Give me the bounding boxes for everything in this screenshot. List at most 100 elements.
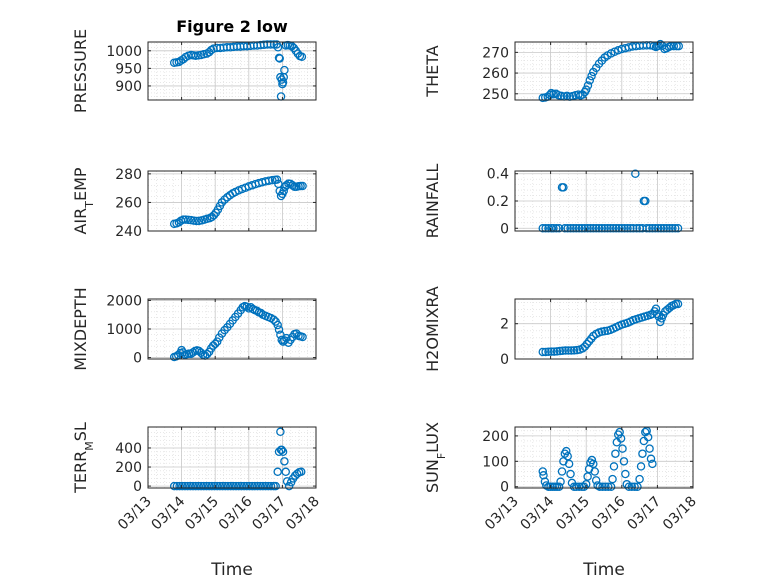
data-point [555,346,565,356]
data-point [192,216,201,226]
data-point [202,481,211,491]
data-point [651,304,661,313]
y-tick-label: 260 [482,66,509,82]
data-point [611,224,621,233]
data-point [589,224,598,233]
data-point [549,224,558,233]
data-point [218,481,227,491]
data-point [298,332,307,342]
data-point [566,346,576,355]
y-axis-label: RAINFALL [423,164,442,239]
data-point [591,476,601,485]
y-axis-label: THETA [423,45,442,97]
y-tick-label: 240 [115,224,142,240]
data-point [674,41,684,51]
data-point [277,445,286,455]
data-point [636,462,646,471]
data-point [583,472,592,481]
data-point [221,481,230,491]
data-point [273,43,283,52]
data-point [261,481,270,491]
data-point [275,54,284,63]
subplot-h2omixra: 0 2 H2OMIXRA [423,286,694,372]
y-tick-label: 2000 [106,293,142,309]
y-tick-label: 0 [500,221,509,237]
data-point [231,481,241,491]
y-tick-label: 1000 [106,322,142,338]
data-point [220,325,229,335]
data-point [557,467,567,476]
y-tick-label: 1000 [106,44,142,60]
data-point [229,481,238,491]
data-point [183,481,192,491]
data-point [250,481,260,491]
data-point [569,224,578,233]
data-point [653,224,663,233]
data-point [641,196,650,206]
axes-box [514,426,694,489]
data-point [627,482,637,491]
data-point [630,482,639,491]
data-point [561,346,570,355]
data-point [606,482,616,491]
y-tick-label: 400 [115,441,142,457]
data-point [181,215,190,224]
data-point [212,337,222,346]
data-point [258,481,268,491]
data-point [606,224,615,233]
y-tick-label: 200 [115,460,142,476]
data-point [665,224,674,233]
data-point [554,224,564,233]
y-axis-label: TERRMSL [71,422,96,494]
y-tick-label: 0 [133,351,142,367]
data-point [196,481,206,491]
y-tick-label: 200 [482,429,509,445]
x-axis-label: Time [582,560,625,580]
data-point [297,52,307,62]
data-point [569,346,579,355]
data-point [611,449,620,458]
x-axis-label: Time [210,560,253,580]
data-point [292,469,302,478]
data-point [558,346,567,355]
data-point [552,224,561,233]
data-point [566,224,575,233]
subplot-theta: 250 260 270 THETA [423,39,694,103]
data-point [538,224,548,233]
y-axis-label: AIRTEMP [71,167,96,234]
data-point [280,65,289,75]
data-point [604,482,613,491]
data-point [655,39,665,49]
data-point [609,224,618,233]
axes-box [514,41,694,101]
data-point [603,224,612,233]
data-point [564,346,573,355]
data-point [178,348,188,357]
data-point [204,481,214,491]
data-point [645,224,654,233]
data-point [554,482,564,491]
data-point [186,481,195,491]
data-point [673,299,683,309]
data-point [560,224,570,233]
data-point [188,348,198,357]
data-point [662,224,671,233]
plot-area [515,42,693,100]
data-point [273,467,282,477]
data-point [226,481,235,491]
y-tick-label: 2 [500,317,509,333]
data-point [188,481,198,491]
data-point [276,427,285,437]
y-tick-label: 280 [115,167,142,183]
data-point [563,224,572,233]
data-point [590,467,599,476]
data-point [273,320,282,330]
y-axis-label: PRESSURE [71,29,90,113]
data-point [589,459,598,469]
data-point [585,76,595,85]
data-point [234,481,243,491]
data-point [609,462,619,471]
data-point [538,467,548,476]
data-point [587,455,597,465]
